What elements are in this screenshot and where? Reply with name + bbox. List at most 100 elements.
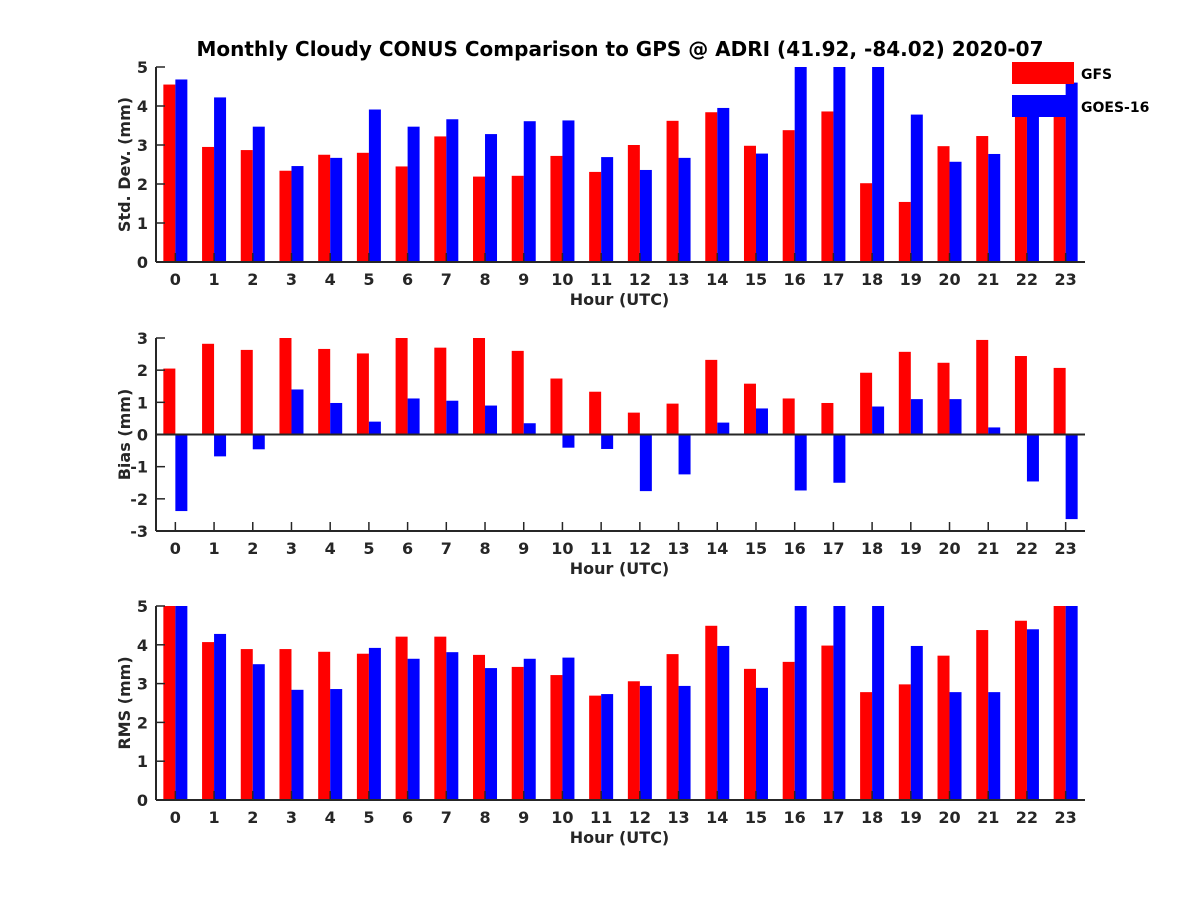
bar-goes-16-hour-21 — [988, 153, 1001, 262]
bar-goes-16-hour-5 — [368, 109, 381, 262]
y-tick-label: 4 — [137, 97, 148, 116]
y-tick-label: 2 — [137, 361, 148, 380]
bar-goes-16-hour-2 — [252, 664, 265, 800]
x-tick-label: 4 — [325, 270, 336, 289]
x-tick-label: 0 — [170, 270, 181, 289]
bar-goes-16-hour-23 — [1065, 606, 1078, 800]
x-tick-label: 19 — [900, 539, 922, 558]
bar-gfs-hour-7 — [434, 636, 447, 800]
bar-goes-16-hour-20 — [949, 692, 962, 800]
x-tick-label: 5 — [363, 808, 374, 827]
y-axis-label: RMS (mm) — [115, 656, 134, 749]
bar-goes-16-hour-21 — [988, 427, 1001, 435]
bar-gfs-hour-16 — [782, 661, 795, 800]
y-tick-label: 1 — [137, 752, 148, 771]
bar-gfs-hour-3 — [279, 649, 292, 800]
x-tick-label: 19 — [900, 808, 922, 827]
x-tick-label: 8 — [479, 270, 490, 289]
bar-gfs-hour-6 — [395, 338, 408, 435]
x-tick-label: 22 — [1016, 270, 1038, 289]
y-axis-label: Bias (mm) — [115, 389, 134, 481]
bar-gfs-hour-0 — [163, 368, 176, 435]
bar-goes-16-hour-13 — [678, 157, 691, 262]
figure-title: Monthly Cloudy CONUS Comparison to GPS @… — [196, 37, 1043, 61]
bar-gfs-hour-14 — [705, 359, 718, 435]
bar-goes-16-hour-19 — [910, 399, 923, 435]
bar-gfs-hour-15 — [743, 668, 756, 800]
bar-goes-16-hour-15 — [755, 408, 768, 435]
bar-gfs-hour-12 — [627, 145, 640, 262]
bar-gfs-hour-11 — [589, 171, 602, 262]
bar-gfs-hour-12 — [627, 681, 640, 800]
bar-goes-16-hour-1 — [214, 97, 227, 262]
bar-goes-16-hour-7 — [446, 119, 459, 262]
bar-gfs-hour-16 — [782, 130, 795, 262]
x-tick-label: 13 — [667, 808, 689, 827]
bar-gfs-hour-23 — [1053, 606, 1066, 800]
y-tick-label: -1 — [130, 458, 148, 477]
bar-goes-16-hour-12 — [639, 685, 652, 800]
x-tick-label: 16 — [784, 808, 806, 827]
bars — [163, 606, 1078, 800]
bar-goes-16-hour-7 — [446, 652, 459, 800]
bar-goes-16-hour-22 — [1026, 629, 1039, 800]
x-tick-label: 13 — [667, 539, 689, 558]
bar-gfs-hour-19 — [898, 684, 911, 800]
x-tick-label: 1 — [208, 808, 219, 827]
bar-goes-16-hour-1 — [214, 633, 227, 800]
legend: GFS GOES-16 — [1012, 62, 1149, 117]
y-tick-label: 5 — [137, 58, 148, 77]
bar-goes-16-hour-11 — [601, 157, 614, 262]
x-tick-label: 6 — [402, 539, 413, 558]
y-tick-label: -2 — [130, 490, 148, 509]
y-tick-label: 4 — [137, 636, 148, 655]
x-tick-label: 12 — [629, 270, 651, 289]
x-tick-label: 8 — [479, 808, 490, 827]
x-tick-label: 23 — [1055, 808, 1077, 827]
bars — [163, 67, 1078, 263]
legend-swatch-gfs — [1012, 62, 1074, 84]
bar-gfs-hour-19 — [898, 351, 911, 435]
bar-goes-16-hour-6 — [407, 126, 420, 262]
bar-goes-16-hour-11 — [601, 694, 614, 800]
bar-goes-16-hour-16 — [794, 67, 807, 262]
bar-gfs-hour-10 — [550, 378, 563, 435]
bar-goes-16-hour-2 — [252, 126, 265, 262]
x-tick-label: 10 — [551, 808, 573, 827]
x-tick-label: 20 — [938, 808, 960, 827]
bar-goes-16-hour-11 — [601, 434, 614, 449]
x-axis-label: Hour (UTC) — [570, 290, 670, 309]
bar-goes-16-hour-12 — [639, 169, 652, 262]
bar-goes-16-hour-20 — [949, 399, 962, 435]
x-tick-label: 18 — [861, 539, 883, 558]
x-tick-label: 15 — [745, 539, 767, 558]
bar-goes-16-hour-20 — [949, 161, 962, 262]
bar-goes-16-hour-3 — [291, 389, 304, 435]
x-tick-label: 2 — [247, 808, 258, 827]
x-tick-label: 22 — [1016, 539, 1038, 558]
bar-goes-16-hour-10 — [562, 657, 575, 800]
x-tick-label: 19 — [900, 270, 922, 289]
bar-gfs-hour-4 — [318, 348, 331, 435]
bar-gfs-hour-22 — [1014, 356, 1027, 435]
y-tick-label: 3 — [137, 329, 148, 348]
y-tick-label: 5 — [137, 597, 148, 616]
bar-goes-16-hour-23 — [1065, 82, 1078, 262]
bar-gfs-hour-6 — [395, 166, 408, 262]
bar-gfs-hour-20 — [937, 655, 950, 800]
bar-gfs-hour-9 — [511, 175, 524, 262]
x-tick-label: 20 — [938, 270, 960, 289]
bar-goes-16-hour-12 — [639, 434, 652, 492]
x-axis-label: Hour (UTC) — [570, 559, 670, 578]
x-tick-label: 21 — [977, 808, 999, 827]
bar-goes-16-hour-4 — [330, 402, 343, 435]
bar-goes-16-hour-5 — [368, 647, 381, 800]
bar-goes-16-hour-19 — [910, 645, 923, 800]
y-tick-label: 3 — [137, 136, 148, 155]
bar-goes-16-hour-4 — [330, 689, 343, 800]
x-tick-label: 1 — [208, 539, 219, 558]
bar-goes-16-hour-22 — [1026, 99, 1039, 263]
x-tick-label: 7 — [441, 808, 452, 827]
bar-gfs-hour-16 — [782, 398, 795, 435]
bar-goes-16-hour-18 — [872, 406, 885, 435]
